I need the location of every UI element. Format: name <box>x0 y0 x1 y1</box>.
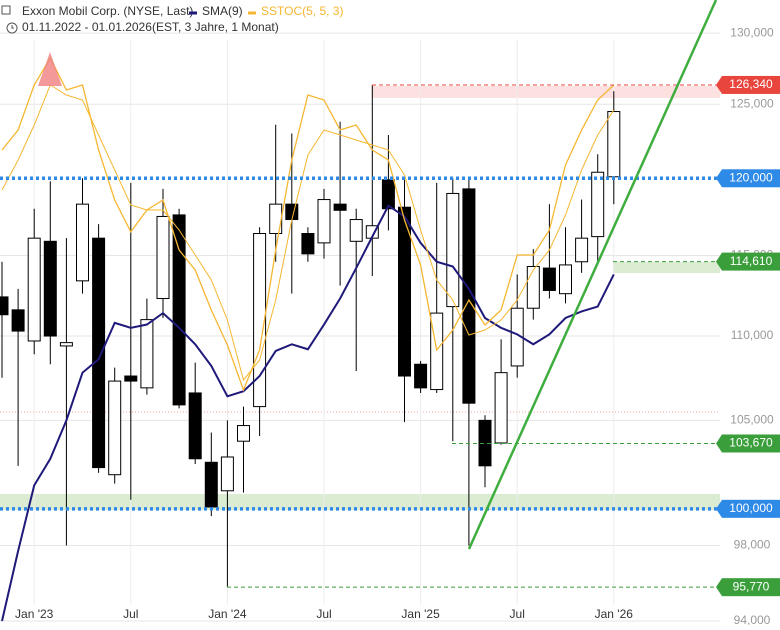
price-tag-box <box>722 499 780 518</box>
price-tag-label: 103,670 <box>729 436 773 450</box>
candle-body <box>108 380 122 476</box>
x-tick-label: Jan '26 <box>595 607 634 621</box>
candle-body <box>462 188 476 404</box>
price-tag-box <box>722 75 780 94</box>
price-tag-arrow <box>716 252 722 271</box>
price-tag: 126,340 <box>716 75 780 94</box>
price-tag-box <box>722 434 780 453</box>
price-tag: 95,770 <box>716 578 780 597</box>
candle-body <box>446 192 460 308</box>
candle-body <box>172 214 186 406</box>
clock-icon <box>6 22 18 34</box>
series-line <box>1 204 615 622</box>
price-tag-label: 95,770 <box>733 579 770 593</box>
candle-body <box>542 267 556 291</box>
y-tick-label: 130,000 <box>730 25 774 39</box>
candle-body <box>526 266 540 309</box>
candle-body <box>124 375 138 382</box>
candle-body <box>333 203 347 211</box>
x-tick-label: Jan '25 <box>401 607 440 621</box>
x-tick-label: Jul <box>316 607 331 621</box>
candle-body <box>349 219 363 242</box>
x-tick-label: Jul <box>123 607 138 621</box>
candle-body <box>607 111 621 178</box>
candle-body <box>317 199 331 244</box>
period: 01.11.2022 - 01.01.2026 <box>22 20 152 34</box>
series-line <box>1 56 615 392</box>
candle-body <box>59 342 73 347</box>
price-tag-label: 100,000 <box>729 501 773 515</box>
candle-body <box>285 203 299 221</box>
candle-body <box>43 240 57 337</box>
candle-body <box>92 237 106 469</box>
resistance-band <box>372 86 720 98</box>
price-tag-arrow <box>716 499 722 518</box>
subtitle: (EST, 3 Jahre, 1 Monat) <box>152 20 279 34</box>
candle-body <box>220 456 234 492</box>
price-tag-label: 126,340 <box>729 77 773 91</box>
candle-body <box>11 309 25 332</box>
y-tick-label: 98,000 <box>734 538 771 552</box>
candle-body <box>0 296 9 316</box>
candle-body <box>27 237 41 342</box>
checkbox[interactable] <box>1 5 11 15</box>
legend-entry: SMA(9) <box>202 4 243 18</box>
candle-body <box>204 461 218 508</box>
candle-body <box>575 237 589 263</box>
target-band <box>613 262 720 273</box>
price-tag-box <box>722 252 780 271</box>
candle-body <box>381 179 395 210</box>
trend-line <box>467 0 718 550</box>
price-tag-label: 114,610 <box>730 254 773 268</box>
support-band <box>0 494 720 510</box>
candle-body <box>76 203 89 282</box>
clock-icon <box>11 25 14 29</box>
candle-body <box>494 372 508 444</box>
title: Exxon Mobil Corp. (NYSE, Last) <box>22 4 193 18</box>
candle-body <box>414 363 428 389</box>
price-tag-box <box>722 169 780 188</box>
legend-entry: SSTOC(5, 5, 3) <box>261 4 343 18</box>
price-tag: 114,610 <box>716 252 780 271</box>
price-tag-box <box>722 578 780 597</box>
signal-marker <box>38 52 62 86</box>
price-tag-arrow <box>716 434 722 453</box>
y-tick-label: 110,000 <box>731 328 774 342</box>
y-tick-label: 125,000 <box>730 96 774 110</box>
price-tag-arrow <box>716 578 722 597</box>
x-tick-label: Jan '23 <box>15 607 54 621</box>
price-tag-arrow <box>716 169 722 188</box>
price-tag: 120,000 <box>716 169 780 188</box>
price-tag: 100,000 <box>716 499 780 518</box>
price-tag-label: 120,000 <box>729 170 773 184</box>
price-tag: 103,670 <box>716 434 780 453</box>
candle-body <box>237 425 250 442</box>
candle-body <box>301 233 315 255</box>
candle-body <box>559 264 572 295</box>
y-tick-label: 105,000 <box>730 413 774 427</box>
y-tick-label: 94,000 <box>734 613 771 625</box>
candle-body <box>156 215 170 300</box>
x-tick-label: Jul <box>510 607 525 621</box>
candle-body <box>591 171 605 238</box>
candle-body <box>188 392 202 460</box>
price-tag-arrow <box>716 75 722 94</box>
series-line <box>1 84 615 382</box>
x-tick-label: Jan '24 <box>208 607 247 621</box>
candle-body <box>140 319 154 389</box>
candle-body <box>398 206 411 377</box>
